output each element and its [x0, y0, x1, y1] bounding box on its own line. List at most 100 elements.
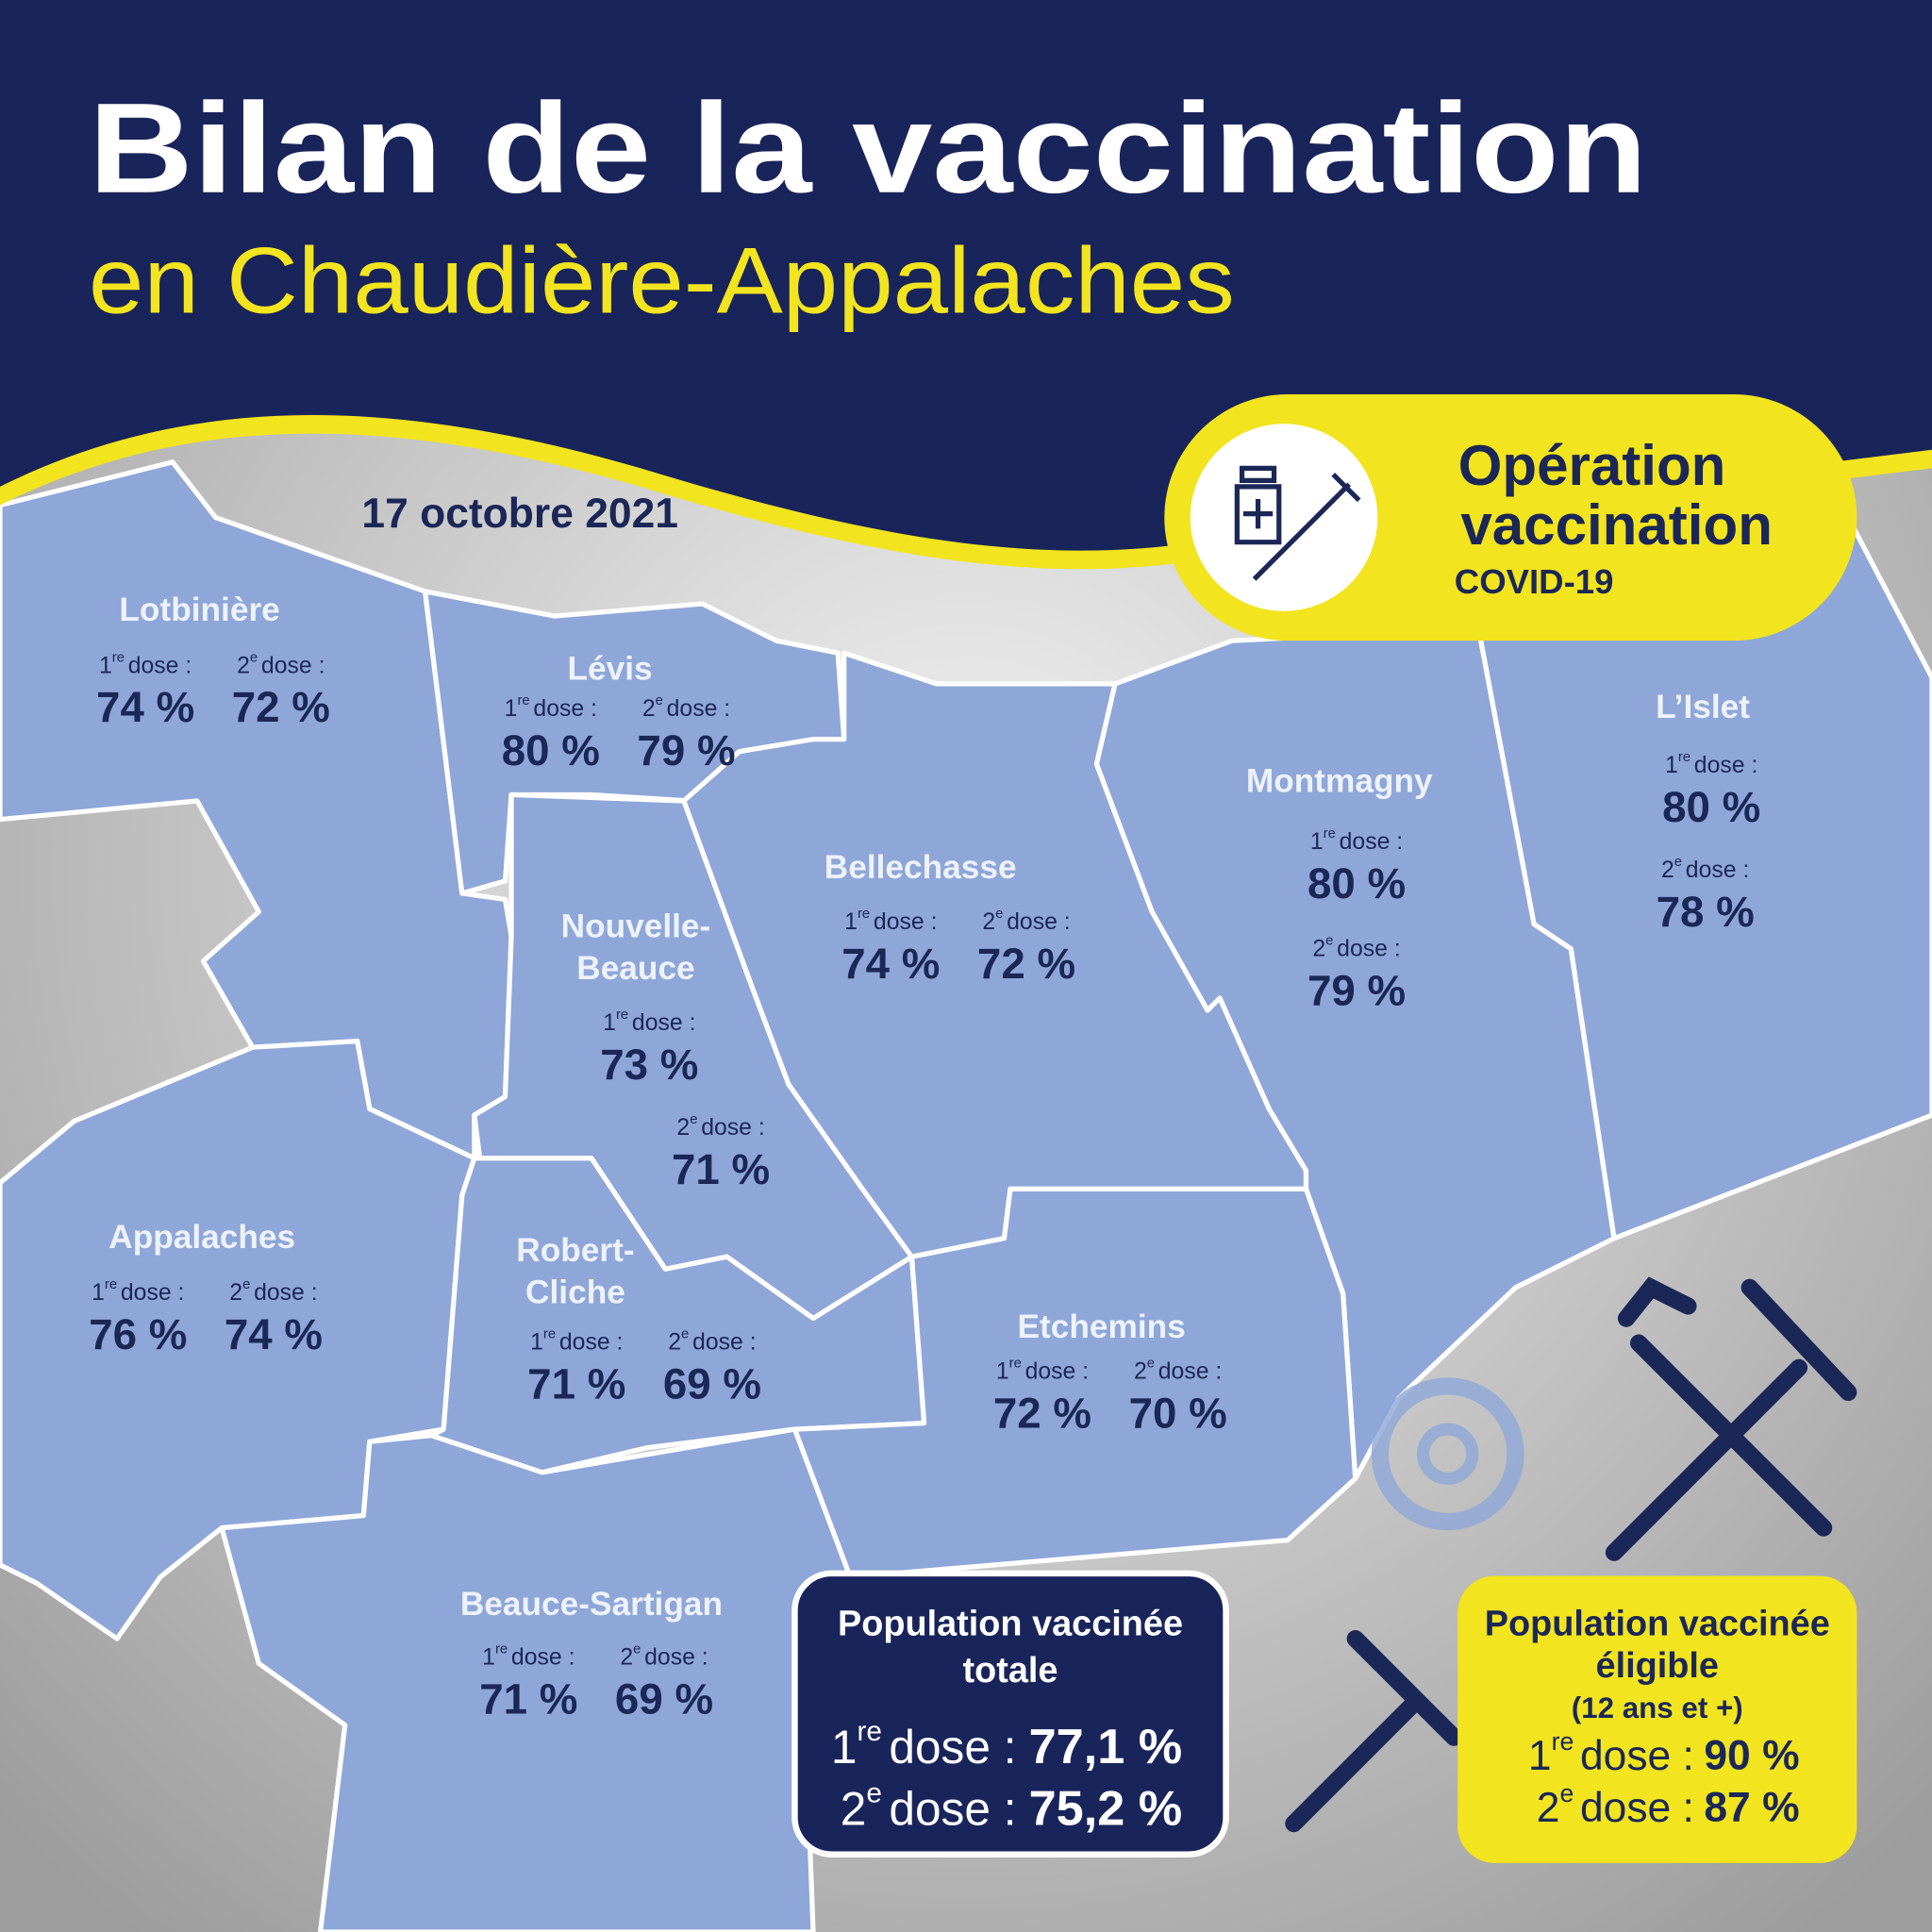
- dose-suffix: re: [543, 1326, 556, 1341]
- region-shape: [1475, 514, 1932, 1241]
- subtitle: en Chaudière-Appalaches: [89, 228, 1235, 333]
- dose-value: 74 %: [841, 940, 940, 988]
- dose-text: dose :: [644, 1644, 708, 1670]
- dose-value: 71 %: [672, 1145, 770, 1193]
- dose-label: 2e dose :: [1537, 1779, 1694, 1831]
- dose-label: 2e dose :: [237, 650, 325, 678]
- dose-number: 1: [530, 1329, 543, 1355]
- region-name: Etchemins: [1018, 1308, 1186, 1345]
- dose-label: 1re dose :: [99, 650, 192, 678]
- dose-number: 1: [831, 1721, 858, 1774]
- badge-icon: [1234, 465, 1361, 581]
- badge-line: COVID-19: [1455, 562, 1614, 601]
- dose-text: dose :: [1340, 829, 1404, 855]
- region-name: Appalaches: [108, 1219, 295, 1256]
- dose-text: dose :: [1580, 1733, 1694, 1779]
- region-shape: [791, 1186, 1358, 1580]
- dose-suffix: re: [105, 1277, 117, 1292]
- dose-value: 74 %: [96, 683, 194, 731]
- dose-suffix: re: [857, 1716, 881, 1747]
- decoration: [1285, 1276, 1857, 1833]
- eligible-value: 90 %: [1704, 1733, 1799, 1779]
- region-name: Beauce-Sartigan: [460, 1586, 723, 1623]
- region-name: Bellechasse: [824, 849, 1017, 886]
- dose-value: 80 %: [502, 726, 600, 774]
- dose-text: dose :: [128, 653, 192, 678]
- dose-text: dose :: [1337, 936, 1401, 961]
- dose-text: dose :: [533, 696, 597, 722]
- dose-label: 2e dose :: [676, 1112, 764, 1141]
- eligible-note: (12 ans et +): [1572, 1691, 1743, 1724]
- dose-label: 2e dose :: [841, 1777, 1017, 1835]
- dose-label: 1re dose :: [603, 1008, 695, 1036]
- dose-suffix: re: [616, 1008, 628, 1023]
- dose-label: 1re dose :: [831, 1716, 1017, 1774]
- dose-value: 79 %: [1307, 967, 1406, 1015]
- dose-number: 2: [229, 1280, 242, 1306]
- region-shape: [0, 459, 514, 1161]
- dose-number: 2: [237, 653, 250, 678]
- dose-value: 70 %: [1129, 1390, 1227, 1438]
- dose-label: 1re dose :: [1665, 750, 1757, 778]
- totals-value: 75,2 %: [1029, 1781, 1183, 1836]
- dose-value: 74 %: [225, 1310, 323, 1358]
- dose-suffix: re: [1324, 826, 1336, 841]
- dose-number: 1: [92, 1280, 105, 1306]
- dose-suffix: e: [242, 1277, 250, 1292]
- region-label: Lévis 1re dose : 80 % 2e dose : 79 %: [502, 651, 736, 774]
- dose-text: dose :: [261, 653, 325, 678]
- dose-number: 1: [1528, 1733, 1552, 1779]
- badge-line: vaccination: [1460, 493, 1773, 557]
- dose-label: 1re dose :: [92, 1277, 184, 1306]
- dose-label: 1re dose :: [530, 1326, 623, 1355]
- eligible-box: [1457, 1575, 1857, 1863]
- eligible-title: éligible: [1596, 1646, 1719, 1686]
- virus-core: [1417, 1423, 1479, 1485]
- dose-text: dose :: [1686, 858, 1750, 883]
- dose-value: 72 %: [977, 940, 1075, 988]
- dose-suffix: e: [633, 1642, 641, 1657]
- dose-label: 1re dose :: [505, 693, 597, 722]
- dose-number: 2: [1134, 1358, 1147, 1384]
- region-label: L’Islet 1re dose : 80 % 2e dose : 78 %: [1656, 689, 1760, 936]
- dose-label: 1re dose :: [996, 1357, 1089, 1385]
- dose-value: 71 %: [527, 1359, 625, 1407]
- dose-suffix: re: [112, 650, 125, 665]
- dose-suffix: e: [681, 1326, 689, 1341]
- dose-suffix: re: [495, 1642, 508, 1657]
- region-name: Lévis: [567, 651, 652, 688]
- dose-text: dose :: [632, 1010, 696, 1036]
- dose-suffix: e: [995, 907, 1003, 922]
- dose-suffix: e: [1147, 1357, 1155, 1372]
- totals-title: totale: [963, 1651, 1058, 1690]
- dose-text: dose :: [1158, 1358, 1223, 1384]
- dose-value: 79 %: [637, 726, 735, 774]
- dose-text: dose :: [889, 1782, 1016, 1835]
- syringe-icon: [1285, 1276, 1857, 1833]
- dose-text: dose :: [511, 1644, 575, 1670]
- dose-suffix: re: [517, 693, 529, 708]
- dose-text: dose :: [701, 1115, 765, 1141]
- dose-value: 76 %: [89, 1310, 187, 1358]
- region-name: Nouvelle-: [561, 908, 711, 945]
- totals-box: [791, 1570, 1229, 1857]
- dose-number: 2: [1537, 1785, 1560, 1831]
- dose-text: dose :: [889, 1721, 1016, 1774]
- totals-title: Population vaccinée: [838, 1604, 1183, 1643]
- dose-suffix: re: [1552, 1727, 1574, 1756]
- dose-label: 2e dose :: [668, 1326, 756, 1355]
- dose-suffix: e: [1674, 855, 1682, 870]
- dose-value: 72 %: [232, 683, 330, 731]
- dose-value: 80 %: [1307, 859, 1406, 908]
- dose-label: 1re dose :: [482, 1642, 575, 1671]
- dose-number: 1: [99, 653, 112, 678]
- dose-number: 2: [1661, 858, 1674, 883]
